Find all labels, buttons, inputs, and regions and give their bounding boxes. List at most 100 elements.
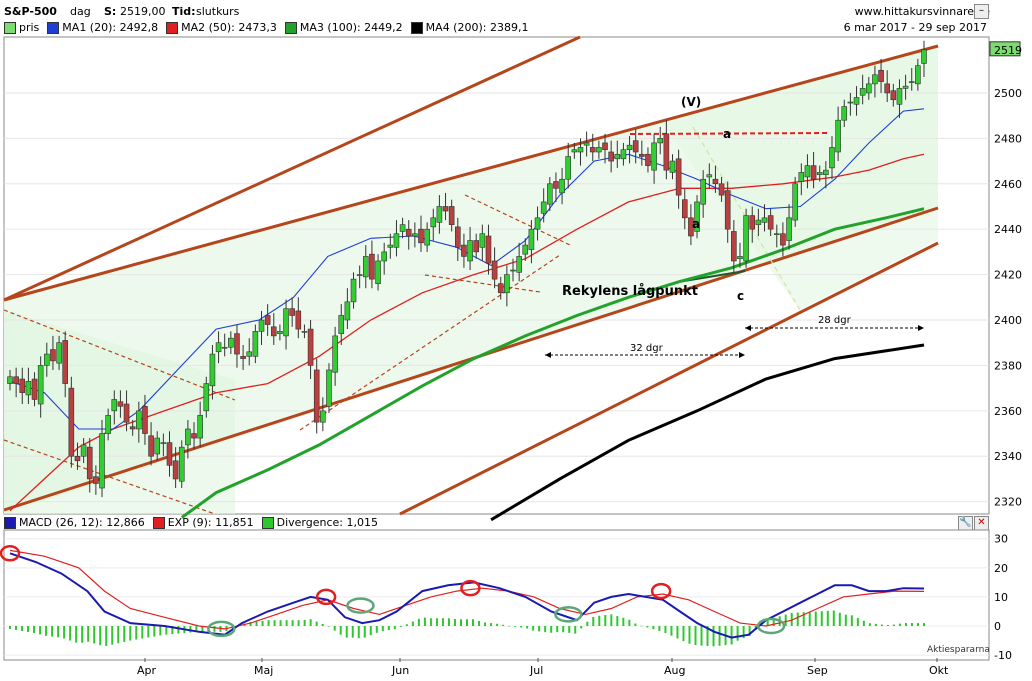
candle-body	[37, 365, 44, 405]
divergence-bar	[429, 618, 432, 626]
candle-body	[442, 206, 449, 212]
candle-body	[608, 151, 614, 162]
y-tick-label: 2340	[994, 450, 1022, 463]
candle-body	[154, 437, 161, 455]
candle-body	[786, 217, 792, 241]
divergence-bar	[556, 626, 559, 633]
divergence-bar	[267, 620, 270, 626]
candle-body	[504, 274, 510, 294]
divergence-bar	[682, 626, 685, 642]
price-legend-item: MA1 (20): 2492,8	[47, 21, 158, 34]
divergence-bar	[664, 626, 667, 633]
divergence-bar	[195, 626, 198, 633]
divergence-bar	[159, 626, 162, 636]
divergence-bar	[772, 618, 775, 626]
divergence-bar	[387, 626, 390, 631]
candle-body	[80, 444, 87, 457]
time-label: Tid:	[172, 5, 196, 18]
divergence-bar	[15, 626, 18, 630]
candle-body	[277, 331, 283, 334]
last-price-box	[989, 41, 1021, 57]
signal-circle-red	[650, 582, 672, 600]
y-tick-label: 2440	[994, 223, 1022, 236]
divergence-bar	[826, 610, 829, 626]
candle-body	[160, 442, 167, 444]
candle-body	[136, 410, 142, 430]
divergence-bar	[923, 623, 925, 626]
wave-a-low-label: a	[692, 217, 700, 231]
macd-y-tick-label: 30	[994, 533, 1008, 546]
divergence-bar	[784, 614, 787, 626]
dashed-line	[3, 439, 216, 515]
price-legend-label: pris	[19, 21, 40, 34]
divergence-bar	[189, 626, 192, 633]
divergence-bar	[544, 626, 547, 633]
divergence-bar	[898, 623, 901, 626]
candle-body	[479, 233, 486, 248]
candle-body	[418, 228, 424, 244]
candle-body	[896, 88, 903, 105]
minimize-icon[interactable]: –	[974, 4, 989, 19]
last-price-tag: 2519	[994, 44, 1022, 57]
divergence-bar	[646, 626, 649, 628]
candle-body	[804, 165, 811, 178]
y-tick-label: 2500	[994, 87, 1022, 100]
divergence-bar	[381, 626, 384, 632]
candle-body	[540, 201, 547, 214]
price-legend-swatch	[47, 21, 60, 34]
divergence-bar	[628, 619, 631, 626]
candle-body	[448, 206, 455, 225]
divergence-bar	[802, 612, 805, 626]
candle-body	[264, 315, 271, 325]
candle-body	[688, 217, 694, 237]
divergence-bar	[327, 626, 330, 627]
price-legend-swatch	[410, 21, 423, 34]
macd-panel	[3, 529, 990, 661]
divergence-bar	[616, 616, 619, 626]
candle-body	[258, 319, 265, 332]
ma4-line	[490, 343, 925, 522]
x-tick-label: Maj	[254, 664, 273, 677]
candle-body	[773, 233, 780, 236]
candle-body	[663, 133, 670, 171]
candle-body	[338, 315, 345, 334]
site-link[interactable]: www.hittakursvinnare.se	[854, 5, 990, 18]
divergence-bar	[766, 619, 769, 626]
divergence-bar	[423, 617, 426, 626]
candle-body	[559, 178, 565, 194]
candle-body	[461, 244, 467, 257]
divergence-bar	[123, 626, 126, 642]
candle-body	[350, 278, 357, 303]
candle-body	[313, 369, 320, 423]
candle-body	[105, 415, 111, 434]
divergence-bar	[526, 626, 529, 629]
candle-body	[393, 233, 400, 248]
candle-body	[596, 147, 602, 153]
divergence-bar	[435, 618, 438, 626]
candle-body	[718, 183, 725, 196]
divergence-bar	[51, 626, 54, 637]
divergence-bar	[357, 626, 360, 639]
last-label: S:	[104, 5, 117, 18]
candle-body	[823, 169, 829, 175]
divergence-bar	[81, 626, 84, 643]
y-tick-label: 2460	[994, 178, 1022, 191]
candle-body	[651, 142, 657, 171]
divergence-bar	[369, 626, 372, 636]
divergence-bar	[459, 619, 462, 626]
candle-body	[694, 201, 700, 232]
period-label: dag	[70, 5, 91, 18]
x-tick-label: Aug	[664, 664, 685, 677]
signal-circle-red	[460, 579, 481, 597]
candle-body	[614, 153, 621, 160]
candle-body	[743, 215, 749, 262]
candle-body	[191, 433, 197, 439]
candle-body	[547, 183, 553, 205]
divergence-bar	[574, 626, 577, 634]
candle-body	[890, 90, 897, 101]
date-range: 6 mar 2017 - 29 sep 2017	[843, 21, 987, 34]
divergence-bar	[393, 626, 396, 630]
candle-body	[375, 260, 381, 284]
candle-body	[553, 181, 559, 189]
candle-body	[700, 178, 706, 205]
